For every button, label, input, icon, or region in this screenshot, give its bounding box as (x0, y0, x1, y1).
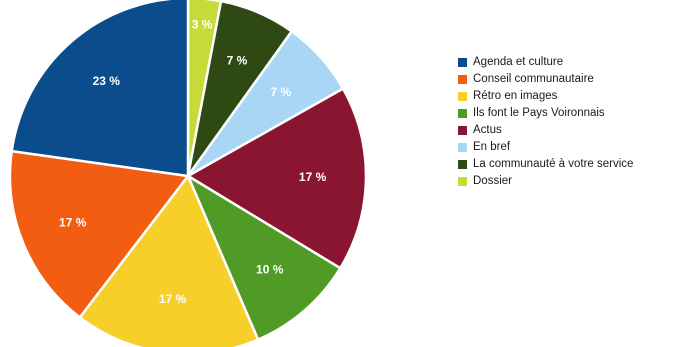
pie-labels: 3 % 7 % 7 % 17 % 10 % 17 % 17 % 23 % (59, 18, 327, 306)
legend-swatch (458, 92, 467, 101)
legend-item-conseil-communautaire: Conseil communautaire (458, 73, 670, 86)
pie-label-agenda-et-culture: 23 % (93, 74, 121, 88)
legend-item-dossier: Dossier (458, 175, 670, 188)
pie-slice-actus (186, 87, 368, 270)
legend-item-agenda-et-culture: Agenda et culture (458, 56, 670, 69)
pie-label-en-bref: 7 % (270, 85, 291, 99)
legend-item-en-bref: En bref (458, 141, 670, 154)
pie-label-actus: 17 % (299, 170, 327, 184)
pie-slice-conseil-communautaire (8, 149, 190, 319)
legend-label: En bref (473, 141, 511, 153)
pie-slice-retro-en-images (78, 174, 260, 347)
legend-item-ils-font-le-pays-voironnais: Ils font le Pays Voironnais (458, 107, 670, 120)
pie-slice-agenda-et-culture (10, 0, 190, 178)
legend-item-retro-en-images: Rétro en images (458, 90, 670, 103)
legend-item-actus: Actus (458, 124, 670, 137)
legend-swatch (458, 58, 467, 67)
pie-chart: 3 % 7 % 7 % 17 % 10 % 17 % 17 % 23 % (8, 0, 368, 347)
legend-label: Actus (473, 124, 502, 136)
legend-label: La communauté à votre service (473, 158, 634, 170)
legend-swatch (458, 177, 467, 186)
legend-label: Dossier (473, 175, 512, 187)
legend-label: Agenda et culture (473, 56, 564, 68)
pie-label-retro-en-images: 17 % (159, 292, 187, 306)
pie-label-ils-font-le-pays-voironnais: 10 % (256, 262, 284, 276)
legend-swatch (458, 143, 467, 152)
legend-swatch (458, 75, 467, 84)
legend-swatch (458, 109, 467, 118)
pie-slices (8, 0, 368, 347)
chart-legend: Agenda et culture Conseil communautaire Ré… (458, 56, 670, 192)
pie-label-dossier: 3 % (192, 18, 213, 32)
pie-label-la-communaute-a-votre-service: 7 % (227, 54, 248, 68)
legend-label: Rétro en images (473, 90, 558, 102)
pie-slice-ils-font-le-pays-voironnais (186, 174, 342, 341)
legend-swatch (458, 126, 467, 135)
legend-swatch (458, 160, 467, 169)
legend-label: Ils font le Pays Voironnais (473, 107, 605, 119)
legend-item-la-communaute-a-votre-service: La communauté à votre service (458, 158, 670, 171)
pie-label-conseil-communautaire: 17 % (59, 215, 87, 229)
legend-label: Conseil communautaire (473, 73, 594, 85)
